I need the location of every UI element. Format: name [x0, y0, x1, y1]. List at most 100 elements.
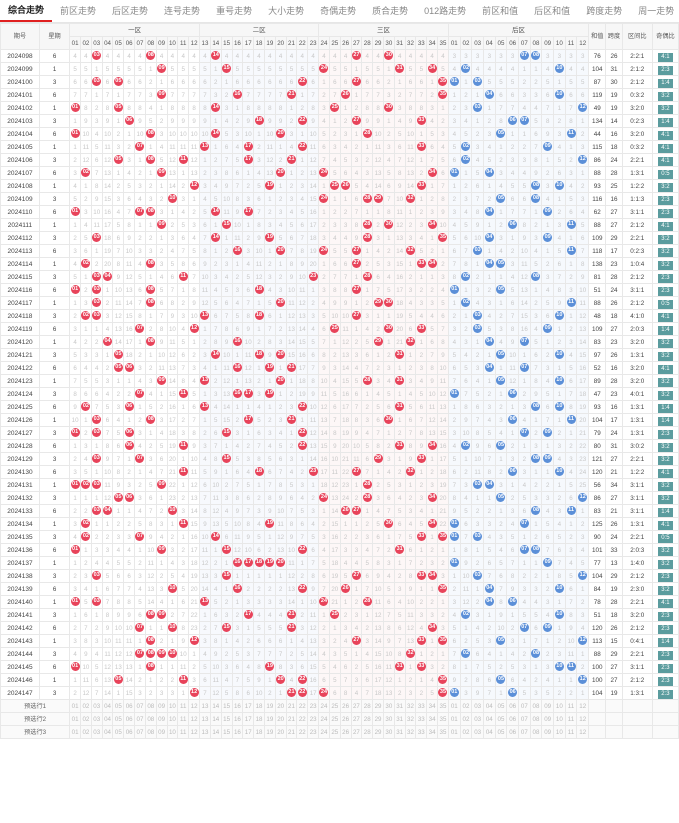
preset-front-number[interactable]: 05: [112, 712, 125, 726]
preset-front-number[interactable]: 35: [437, 712, 449, 726]
preset-front-number[interactable]: 28: [361, 725, 374, 739]
preset-back-number[interactable]: 10: [553, 699, 566, 713]
preset-front-number[interactable]: 34: [426, 725, 439, 739]
preset-front-number[interactable]: 23: [307, 725, 320, 739]
tab-5[interactable]: 大小走势: [268, 6, 305, 16]
preset-front-number[interactable]: 10: [166, 699, 179, 713]
preset-back-number[interactable]: 09: [541, 712, 554, 726]
preset-back-number[interactable]: 05: [494, 699, 508, 713]
preset-front-number[interactable]: 09: [155, 725, 168, 739]
preset-front-number[interactable]: 12: [188, 699, 201, 713]
tab-9[interactable]: 前区和值: [482, 6, 519, 16]
tab-8[interactable]: 012路走势: [424, 6, 467, 16]
preset-back-number[interactable]: 07: [517, 712, 531, 726]
preset-front-number[interactable]: 03: [90, 699, 103, 713]
preset-front-number[interactable]: 08: [144, 712, 157, 726]
preset-front-number[interactable]: 33: [415, 699, 428, 713]
preset-front-number[interactable]: 34: [426, 699, 439, 713]
preset-back-number[interactable]: 12: [576, 725, 590, 739]
preset-front-number[interactable]: 11: [177, 712, 190, 726]
tab-3[interactable]: 连号走势: [164, 6, 201, 16]
preset-back-number[interactable]: 12: [576, 699, 590, 713]
tab-11[interactable]: 跨度走势: [586, 6, 623, 16]
preset-front-number[interactable]: 29: [372, 712, 384, 726]
preset-back-number[interactable]: 01: [447, 712, 461, 726]
preset-front-number[interactable]: 07: [134, 699, 146, 713]
preset-front-number[interactable]: 27: [350, 699, 363, 713]
preset-front-number[interactable]: 25: [328, 699, 341, 713]
tab-6[interactable]: 奇偶走势: [320, 6, 357, 16]
preset-back-number[interactable]: 12: [576, 712, 590, 726]
preset-back-number[interactable]: 04: [482, 699, 496, 713]
preset-back-number[interactable]: 04: [482, 725, 496, 739]
preset-back-number[interactable]: 03: [471, 725, 484, 739]
preset-front-number[interactable]: 32: [404, 712, 417, 726]
preset-back-number[interactable]: 02: [459, 725, 473, 739]
preset-front-number[interactable]: 15: [220, 712, 233, 726]
preset-front-number[interactable]: 20: [274, 699, 287, 713]
preset-back-number[interactable]: 06: [506, 725, 519, 739]
preset-front-number[interactable]: 09: [155, 699, 168, 713]
preset-front-number[interactable]: 24: [318, 725, 330, 739]
preset-front-number[interactable]: 33: [415, 725, 428, 739]
preset-back-number[interactable]: 10: [553, 712, 566, 726]
preset-back-number[interactable]: 09: [541, 699, 554, 713]
preset-front-number[interactable]: 16: [231, 725, 244, 739]
preset-back-number[interactable]: 08: [529, 699, 543, 713]
preset-front-number[interactable]: 18: [253, 712, 265, 726]
preset-front-number[interactable]: 01: [69, 725, 81, 739]
preset-front-number[interactable]: 02: [80, 725, 92, 739]
preset-front-number[interactable]: 02: [80, 712, 92, 726]
preset-front-number[interactable]: 32: [404, 725, 417, 739]
preset-front-number[interactable]: 33: [415, 712, 428, 726]
preset-front-number[interactable]: 05: [112, 725, 125, 739]
preset-back-number[interactable]: 04: [482, 712, 496, 726]
preset-front-number[interactable]: 30: [382, 699, 395, 713]
preset-front-number[interactable]: 08: [144, 725, 157, 739]
preset-back-number[interactable]: 10: [553, 725, 566, 739]
preset-front-number[interactable]: 27: [350, 712, 363, 726]
preset-back-number[interactable]: 11: [564, 699, 578, 713]
preset-back-number[interactable]: 01: [447, 725, 461, 739]
preset-front-number[interactable]: 34: [426, 712, 439, 726]
preset-front-number[interactable]: 15: [220, 699, 233, 713]
preset-front-number[interactable]: 01: [69, 699, 81, 713]
preset-front-number[interactable]: 08: [144, 699, 157, 713]
preset-front-number[interactable]: 01: [69, 712, 81, 726]
preset-front-number[interactable]: 20: [274, 725, 287, 739]
preset-back-number[interactable]: 06: [506, 699, 519, 713]
preset-back-number[interactable]: 08: [529, 712, 543, 726]
preset-front-number[interactable]: 23: [307, 712, 320, 726]
preset-front-number[interactable]: 12: [188, 712, 201, 726]
preset-front-number[interactable]: 12: [188, 725, 201, 739]
preset-front-number[interactable]: 27: [350, 725, 363, 739]
tab-1[interactable]: 前区走势: [60, 6, 97, 16]
preset-back-number[interactable]: 02: [459, 712, 473, 726]
preset-front-number[interactable]: 13: [199, 712, 211, 726]
preset-front-number[interactable]: 30: [382, 712, 395, 726]
preset-front-number[interactable]: 04: [101, 699, 114, 713]
preset-front-number[interactable]: 19: [263, 725, 276, 739]
tab-4[interactable]: 重号走势: [216, 6, 253, 16]
preset-front-number[interactable]: 18: [253, 725, 265, 739]
preset-front-number[interactable]: 14: [209, 712, 222, 726]
preset-back-number[interactable]: 03: [471, 699, 484, 713]
preset-front-number[interactable]: 16: [231, 712, 244, 726]
preset-front-number[interactable]: 22: [296, 699, 309, 713]
preset-front-number[interactable]: 22: [296, 712, 309, 726]
preset-front-number[interactable]: 04: [101, 712, 114, 726]
preset-front-number[interactable]: 26: [339, 699, 352, 713]
preset-front-number[interactable]: 16: [231, 699, 244, 713]
preset-front-number[interactable]: 17: [242, 699, 255, 713]
preset-front-number[interactable]: 09: [155, 712, 168, 726]
tab-2[interactable]: 后区走势: [112, 6, 149, 16]
preset-back-number[interactable]: 06: [506, 712, 519, 726]
preset-front-number[interactable]: 04: [101, 725, 114, 739]
preset-back-number[interactable]: 03: [471, 712, 484, 726]
preset-front-number[interactable]: 03: [90, 725, 103, 739]
preset-back-number[interactable]: 11: [564, 712, 578, 726]
preset-front-number[interactable]: 26: [339, 712, 352, 726]
preset-front-number[interactable]: 06: [123, 699, 136, 713]
preset-front-number[interactable]: 07: [134, 725, 146, 739]
preset-front-number[interactable]: 07: [134, 712, 146, 726]
